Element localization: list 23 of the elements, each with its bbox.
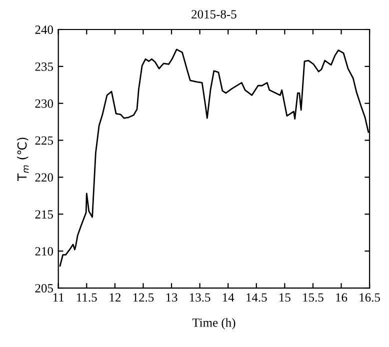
x-tick-label: 12 — [110, 293, 120, 302]
y-tick-label: 225 — [35, 136, 53, 145]
y-tick-label: 205 — [35, 284, 53, 292]
x-tick-label: 15 — [280, 293, 290, 302]
x-tick-label: 11 — [53, 293, 64, 302]
y-axis-title: T$_{m}$ (℃) — [17, 138, 29, 182]
y-tick-label: 230 — [35, 99, 54, 108]
y-tick-label: 240 — [35, 26, 54, 34]
x-tick-label: 16.5 — [360, 293, 380, 302]
x-tick-label: 11.5 — [77, 293, 97, 302]
y-tick-label: 210 — [35, 247, 54, 256]
x-tick-label: 12.5 — [133, 293, 154, 302]
x-tick-label: 15.5 — [303, 293, 324, 302]
x-tick-label: 13.5 — [190, 293, 210, 302]
x-axis-title: Time (h) — [192, 318, 236, 330]
chart-title: 2015-8-5 — [192, 10, 236, 19]
x-tick-label: 14 — [222, 293, 234, 302]
y-tick-label: 220 — [35, 173, 54, 182]
x-tick-label: 14.5 — [246, 293, 267, 302]
y-tick-label: 235 — [35, 62, 53, 71]
y-tick-label: 215 — [35, 210, 53, 219]
x-tick-label: 13 — [166, 293, 178, 302]
x-tick-label: 16 — [336, 293, 348, 302]
